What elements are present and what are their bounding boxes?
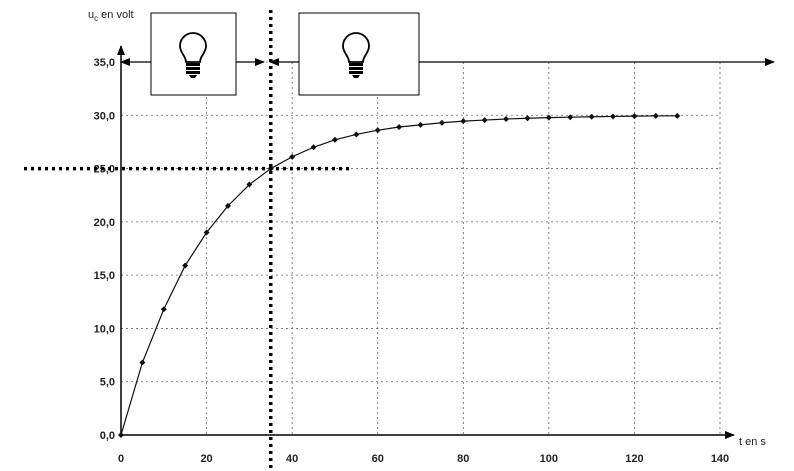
data-point: [588, 113, 595, 120]
y-tick-label: 30,0: [94, 110, 115, 122]
x-tick-label: 100: [540, 453, 558, 465]
data-point: [310, 144, 317, 151]
bulb-box-2: [298, 12, 420, 96]
data-point: [503, 116, 510, 123]
x-axis-title: t en s: [739, 436, 766, 448]
data-point: [353, 131, 360, 138]
x-tick-label: 40: [286, 453, 298, 465]
y-tick-label: 5,0: [100, 377, 115, 389]
x-tick-label: 20: [200, 453, 212, 465]
data-point: [567, 114, 574, 121]
y-tick-label: 10,0: [94, 323, 115, 335]
data-point: [610, 113, 617, 120]
x-tick-label: 120: [625, 453, 643, 465]
data-point: [631, 113, 638, 120]
x-tick-label: 80: [457, 453, 469, 465]
data-point: [160, 306, 167, 313]
data-point: [139, 359, 146, 366]
x-tick-label: 140: [711, 453, 729, 465]
x-tick-labels: 0 20 40 60 80 100 120 140: [118, 453, 729, 465]
data-point: [118, 432, 124, 438]
y-axis-title-subscript: c: [94, 14, 98, 23]
data-point: [652, 112, 659, 119]
y-tick-label: 35,0: [94, 57, 115, 69]
grid: [121, 61, 721, 435]
x-tick-label: 0: [118, 453, 124, 465]
y-tick-label: 0,0: [100, 430, 115, 442]
data-point: [545, 114, 552, 121]
data-point: [524, 115, 531, 122]
data-point: [182, 262, 189, 269]
data-point: [438, 119, 445, 126]
data-point: [203, 229, 210, 236]
data-point: [396, 124, 403, 131]
y-tick-label: 25,0: [94, 164, 115, 176]
y-tick-label: 20,0: [94, 217, 115, 229]
data-point: [246, 181, 253, 188]
series-line: [120, 115, 678, 436]
bulb-box-1: [150, 12, 237, 96]
data-point: [460, 118, 467, 125]
data-point: [374, 127, 381, 134]
x-tick-label: 60: [372, 453, 384, 465]
data-point: [481, 117, 488, 124]
y-tick-label: 15,0: [94, 270, 115, 282]
lightbulb-icon: [342, 32, 370, 78]
data-point: [417, 121, 424, 128]
lightbulb-icon: [179, 32, 207, 78]
y-tick-labels: 0,0 5,0 10,0 15,0 20,0 25,0 30,0 35,0: [94, 57, 115, 442]
data-point: [674, 112, 681, 119]
data-point: [331, 136, 338, 143]
data-point: [289, 153, 296, 160]
y-axis-title: uc en volt: [88, 9, 134, 23]
data-point: [224, 202, 231, 209]
